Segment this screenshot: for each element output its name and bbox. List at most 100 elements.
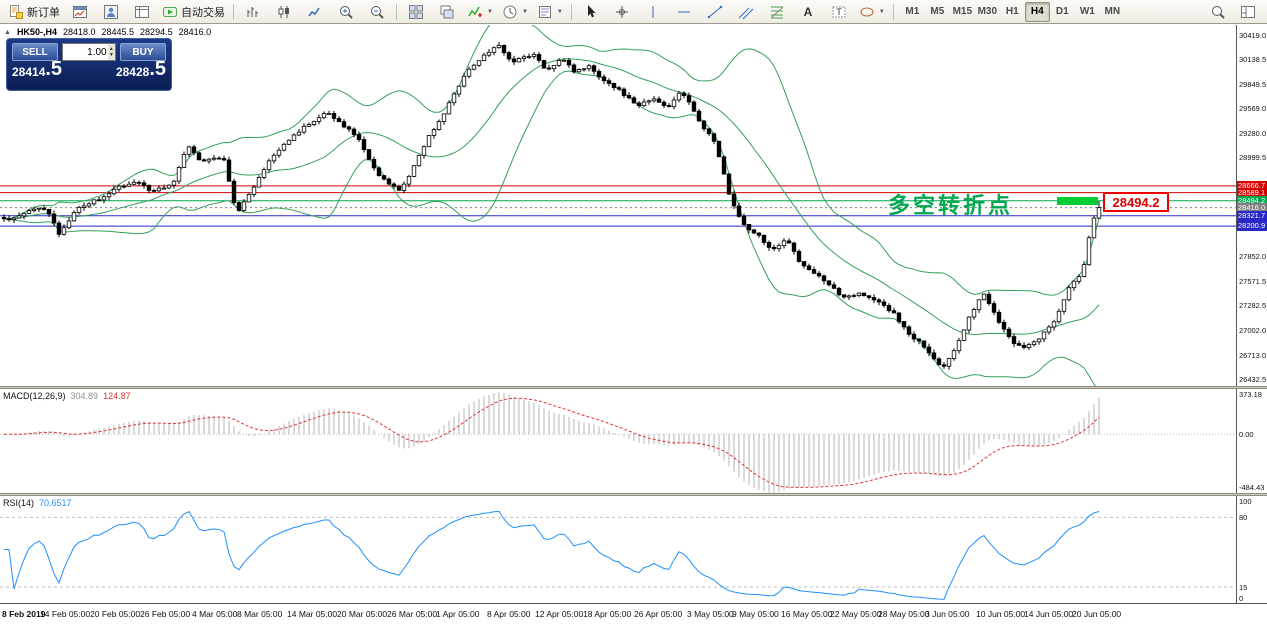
bollinger-upper-band[interactable] (3, 13, 1100, 296)
rsi-axis-80: 80 (1239, 513, 1248, 523)
layout-button[interactable] (1233, 1, 1263, 23)
cursor-button[interactable] (576, 1, 606, 23)
auto-arrange-button[interactable] (432, 1, 462, 23)
macd-label: MACD(12,26,9) 304.89 124.87 (3, 391, 131, 401)
chart-high-value: 28445.5 (101, 27, 135, 37)
one-click-toggle-icon[interactable]: ▲ (4, 28, 11, 36)
timeframe-m5[interactable]: M5 (930, 6, 945, 17)
autotrading-button[interactable]: 自动交易 (158, 1, 229, 23)
rsi-line (4, 510, 1100, 600)
toolbar-separator (570, 3, 572, 20)
bar-chart-button[interactable] (238, 1, 268, 23)
search-button[interactable] (1203, 1, 1233, 23)
tile-windows-button[interactable] (401, 1, 431, 23)
time-axis-label: 16 May 05:00 (781, 609, 833, 619)
timeframe-m1[interactable]: M1 (905, 6, 920, 17)
pivot-level-line-tag: 28494.2 (1237, 195, 1267, 206)
new-order-icon (10, 4, 23, 19)
horizontal-line-button[interactable] (669, 1, 699, 23)
annotation-text[interactable]: 多空转折点 (888, 193, 1014, 218)
periods-button[interactable]: ▼ (498, 1, 532, 23)
macd-axis-max: 373.18 (1239, 390, 1262, 399)
shapes-icon (860, 7, 874, 16)
chart-header: ▲ HK50-,H4 28418.0 28445.5 28294.5 28416… (4, 27, 211, 37)
rsi-label: RSI(14) 70.6517 (3, 498, 72, 508)
timeframe-w1[interactable]: W1 (1079, 6, 1095, 17)
time-axis-label: 4 Mar 05:00 (192, 609, 238, 619)
trendline-button[interactable] (700, 1, 730, 23)
bar-chart-icon (247, 6, 258, 17)
macd-svg[interactable] (0, 389, 1236, 493)
data-window-icon (135, 5, 149, 18)
panel-divider-rsi[interactable] (0, 493, 1267, 496)
timeframe-h4[interactable]: H4 (1024, 1, 1050, 22)
data-window-button[interactable] (127, 1, 157, 23)
rsi-panel[interactable]: RSI(14) 70.6517 (0, 496, 1236, 603)
time-axis-label: 26 Mar 05:00 (387, 609, 438, 619)
price-axis-tick: 26432.5 (1239, 374, 1267, 384)
volume-spinner[interactable]: ▲ ▼ (107, 44, 115, 60)
pivot-highlight-bar[interactable] (1057, 197, 1098, 205)
line-chart-button[interactable] (300, 1, 330, 23)
text-label-button[interactable]: T (824, 1, 854, 23)
time-axis[interactable]: 8 Feb 2019 14 Feb 05:00 20 Feb 05:00 26 Feb… (0, 603, 1267, 625)
timeframe-mn[interactable]: MN (1104, 6, 1121, 17)
shapes-button[interactable]: ▼ (855, 1, 889, 23)
time-axis-label: 14 Feb 05:00 (40, 609, 91, 619)
zoom-in-button[interactable] (331, 1, 361, 23)
timeframe-d1[interactable]: D1 (1055, 6, 1069, 17)
crosshair-icon (615, 5, 628, 18)
volume-input[interactable] (63, 46, 108, 58)
time-axis-label: 14 Mar 05:00 (287, 609, 338, 619)
charts-button[interactable] (65, 1, 95, 23)
new-order-button[interactable]: 新订单 (4, 1, 64, 23)
chart-low-value: 28294.5 (140, 27, 173, 37)
price-chart-svg[interactable] (0, 13, 1236, 392)
pivot-price-label[interactable]: 28494.2 (1103, 192, 1169, 212)
toolbar-separator (396, 3, 397, 20)
macd-histogram (13, 392, 1100, 493)
templates-icon (538, 5, 551, 18)
rsi-svg[interactable] (0, 496, 1236, 603)
text-button[interactable]: A (793, 1, 823, 23)
bollinger-middle-band[interactable] (3, 58, 1100, 336)
panel-divider-macd[interactable] (0, 386, 1267, 389)
zoom-out-button[interactable] (362, 1, 392, 23)
vertical-line-button[interactable] (638, 1, 668, 23)
price-axis[interactable]: 30419.0 30138.5 29849.5 29569.0 29280.0 28999… (1236, 25, 1267, 603)
macd-axis-zero: 0.00 (1239, 430, 1254, 440)
zoom-out-icon (371, 5, 384, 19)
autotrading-icon (163, 6, 177, 17)
macd-main-value: 304.89 (70, 391, 99, 401)
templates-button[interactable]: ▼ (533, 1, 567, 23)
main-chart-panel[interactable]: ▲ HK50-,H4 28418.0 28445.5 28294.5 28416… (0, 13, 1236, 392)
rsi-axis-0: 0 (1239, 594, 1244, 603)
timeframe-m30[interactable]: M30 (977, 6, 998, 17)
bollinger-lower-band[interactable] (3, 70, 1100, 392)
zoom-in-icon (340, 5, 353, 19)
rsi-chart[interactable] (0, 496, 1236, 603)
crosshair-button[interactable] (607, 1, 637, 23)
fibonacci-button[interactable] (762, 1, 792, 23)
sell-button[interactable]: SELL (12, 43, 58, 61)
current-price-line-tag: 28416.0 (1237, 202, 1267, 213)
resistance-line-lower-tag: 28589.1 (1237, 187, 1267, 198)
candlestick-chart-button[interactable] (269, 1, 299, 23)
spinner-up-icon[interactable]: ▲ (108, 46, 114, 52)
buy-button[interactable]: BUY (120, 43, 166, 61)
price-axis-tick: 29569.0 (1239, 103, 1267, 113)
candlestick-chart[interactable] (0, 13, 1236, 392)
time-axis-label: 28 May 05:00 (878, 609, 930, 619)
v-line-icon (652, 5, 654, 18)
profile-icon (104, 4, 118, 19)
indicators-button[interactable]: ▼ (463, 1, 497, 23)
spinner-down-icon[interactable]: ▼ (108, 52, 114, 58)
timeframe-m15[interactable]: M15 (952, 6, 973, 17)
profile-button[interactable] (96, 1, 126, 23)
layout-icon (1241, 5, 1255, 18)
equidistant-channel-button[interactable] (731, 1, 761, 23)
macd-chart[interactable] (0, 389, 1236, 493)
timeframe-h1[interactable]: H1 (1005, 6, 1019, 17)
macd-panel[interactable]: MACD(12,26,9) 304.89 124.87 (0, 389, 1236, 493)
price-axis-tick: 27852.0 (1239, 252, 1267, 262)
